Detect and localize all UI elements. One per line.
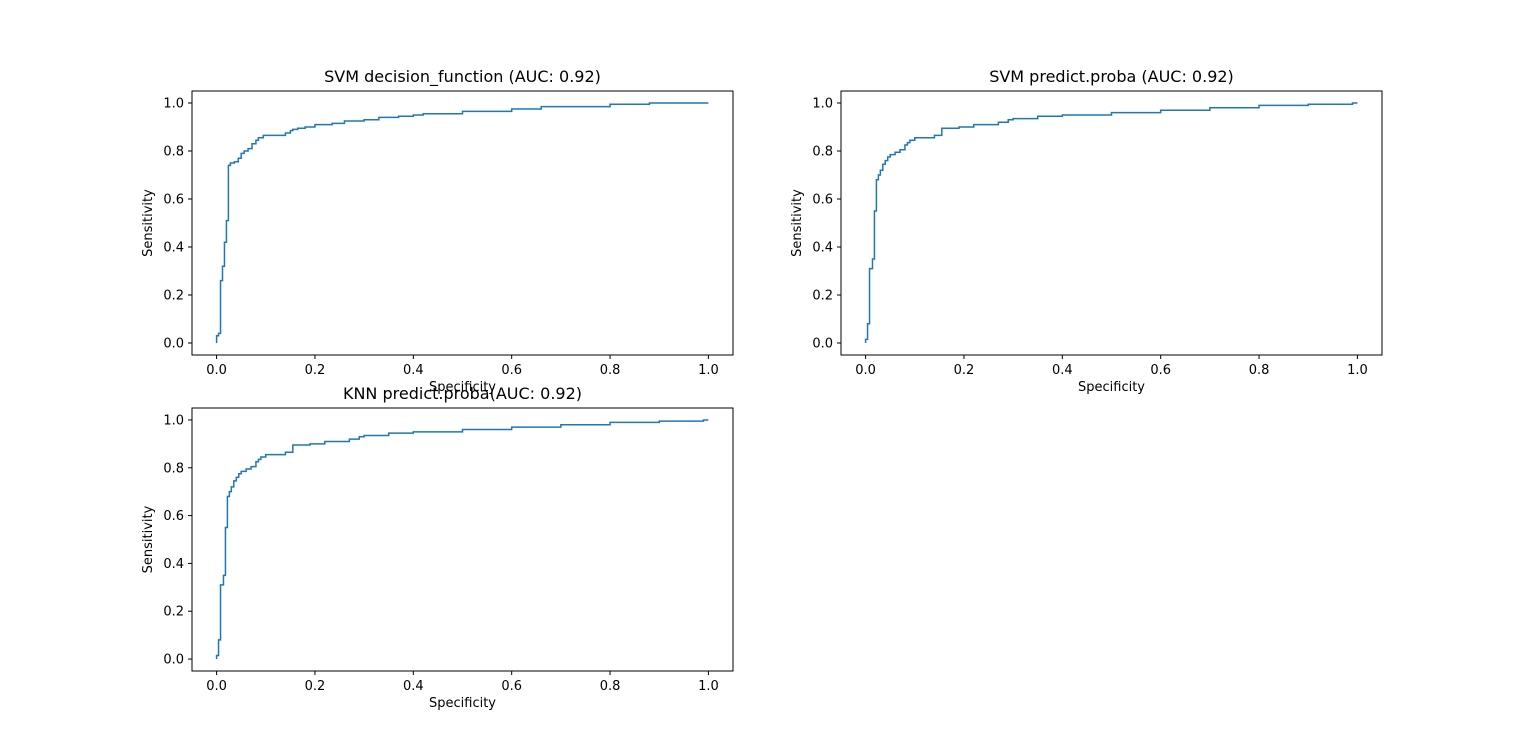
svm-decision-function-x-tick-label: 1.0 bbox=[698, 363, 719, 378]
svm-predict-proba-x-tick-label: 0.0 bbox=[855, 363, 876, 378]
knn-predict-proba-y-tick-label: 0.4 bbox=[163, 557, 184, 572]
svm-decision-function-y-tick-label: 0.4 bbox=[163, 241, 184, 256]
svm-decision-function-x-tick-label: 0.4 bbox=[403, 363, 424, 378]
svm-predict-proba-title: SVM predict.proba (AUC: 0.92) bbox=[989, 67, 1234, 86]
svm-decision-function-roc-curve bbox=[215, 102, 709, 343]
svm-decision-function-panel: 0.0 0.2 0.4 0.6 0.8 1.0 0.0 0.2 0.4 0.6 0.8 1.0 Spec… bbox=[141, 67, 734, 395]
knn-predict-proba-y-tick-label: 0.0 bbox=[163, 653, 184, 668]
svm-predict-proba-y-axis-label: Sensitivity bbox=[790, 189, 805, 257]
knn-predict-proba-title: KNN predict.proba(AUC: 0.92) bbox=[343, 384, 582, 403]
svm-predict-proba-roc-curve bbox=[864, 102, 1358, 343]
svm-predict-proba-y-tick-label: 0.0 bbox=[812, 337, 833, 352]
knn-predict-proba-panel: 0.0 0.2 0.4 0.6 0.8 1.0 0.0 0.2 0.4 0.6 0.8 1.0 Spec… bbox=[141, 384, 734, 711]
knn-predict-proba-x-tick-label: 0.6 bbox=[501, 679, 522, 694]
svm-decision-function-x-tick-label: 0.8 bbox=[600, 363, 621, 378]
knn-predict-proba-y-tick-label: 0.2 bbox=[163, 605, 184, 620]
svm-predict-proba-y-tick-label: 0.8 bbox=[812, 145, 833, 160]
svm-decision-function-x-tick-label: 0.2 bbox=[305, 363, 326, 378]
knn-predict-proba-x-tick-label: 0.0 bbox=[206, 679, 227, 694]
svm-predict-proba-x-tick-label: 0.6 bbox=[1150, 363, 1171, 378]
svm-predict-proba-x-axis-label: Specificity bbox=[1078, 380, 1145, 395]
svm-decision-function-y-tick-label: 0.0 bbox=[163, 337, 184, 352]
knn-predict-proba-y-tick-label: 0.8 bbox=[163, 461, 184, 476]
svm-predict-proba-panel: 0.0 0.2 0.4 0.6 0.8 1.0 0.0 0.2 0.4 0.6 0.8 1.0 Spec… bbox=[790, 67, 1383, 395]
svm-decision-function-x-tick-label: 0.6 bbox=[501, 363, 522, 378]
knn-predict-proba-x-tick-label: 1.0 bbox=[698, 679, 719, 694]
svm-predict-proba-x-tick-label: 0.2 bbox=[954, 363, 975, 378]
svm-decision-function-y-tick-label: 0.2 bbox=[163, 289, 184, 304]
svm-predict-proba-y-tick-label: 0.2 bbox=[812, 289, 833, 304]
svm-predict-proba-x-tick-label: 0.4 bbox=[1052, 363, 1073, 378]
knn-predict-proba-x-tick-label: 0.8 bbox=[600, 679, 621, 694]
svm-decision-function-y-axis-label: Sensitivity bbox=[141, 189, 156, 257]
svm-predict-proba-y-tick-label: 1.0 bbox=[812, 97, 833, 112]
knn-predict-proba-x-tick-label: 0.2 bbox=[305, 679, 326, 694]
svm-decision-function-y-tick-label: 0.6 bbox=[163, 193, 184, 208]
svm-predict-proba-x-tick-label: 1.0 bbox=[1347, 363, 1368, 378]
knn-predict-proba-y-tick-label: 0.6 bbox=[163, 509, 184, 524]
knn-predict-proba-x-tick-label: 0.4 bbox=[403, 679, 424, 694]
knn-predict-proba-y-axis-label: Sensitivity bbox=[141, 505, 156, 573]
svm-decision-function-x-tick-label: 0.0 bbox=[206, 363, 227, 378]
svm-decision-function-x-axis-label: Specificity bbox=[429, 380, 496, 395]
svm-predict-proba-axes-frame bbox=[840, 90, 1383, 356]
svm-predict-proba-y-tick-label: 0.4 bbox=[812, 241, 833, 256]
knn-predict-proba-axes-frame bbox=[191, 407, 734, 672]
svm-decision-function-axes-frame bbox=[191, 90, 734, 356]
svm-predict-proba-y-tick-label: 0.6 bbox=[812, 193, 833, 208]
svm-decision-function-y-tick-label: 0.8 bbox=[163, 145, 184, 160]
svm-predict-proba-x-tick-label: 0.8 bbox=[1249, 363, 1270, 378]
svm-decision-function-title: SVM decision_function (AUC: 0.92) bbox=[324, 67, 601, 87]
knn-predict-proba-roc-curve bbox=[215, 419, 709, 660]
svm-decision-function-y-tick-label: 1.0 bbox=[163, 97, 184, 112]
knn-predict-proba-x-axis-label: Specificity bbox=[429, 696, 496, 711]
knn-predict-proba-y-tick-label: 1.0 bbox=[163, 413, 184, 428]
